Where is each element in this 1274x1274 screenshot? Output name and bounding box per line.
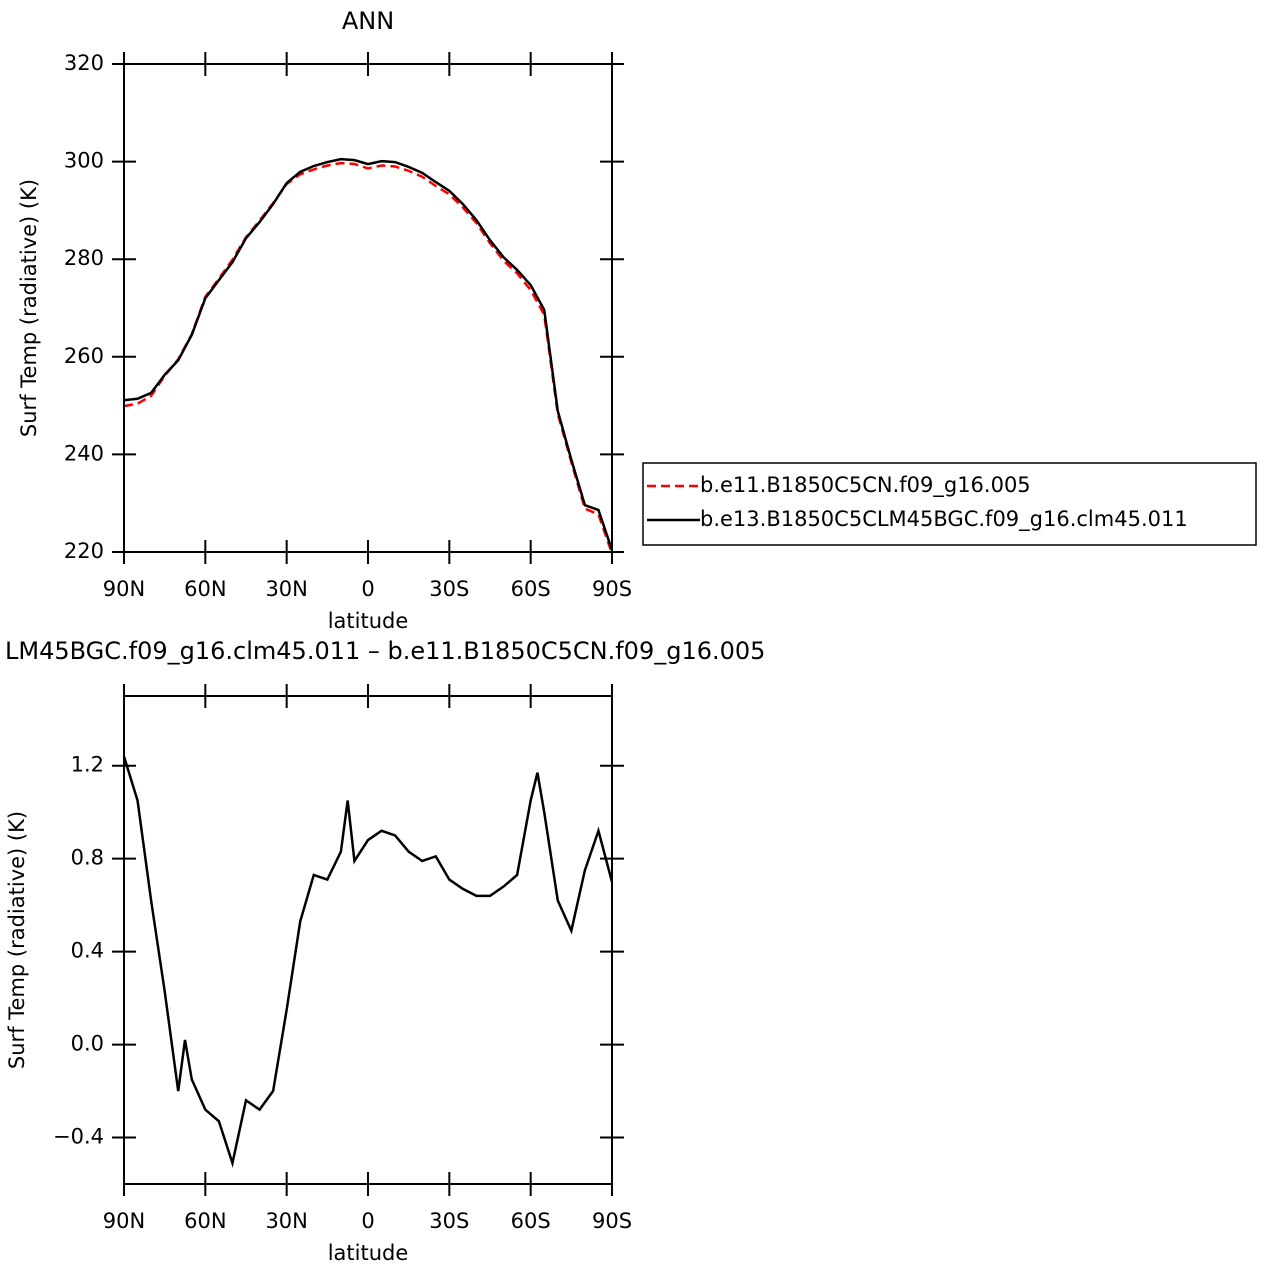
x-tick-label: 60S [511,577,551,601]
x-tick-label: 60N [184,577,226,601]
y-tick-label: 0.8 [71,846,104,870]
y-tick-label: 220 [64,539,104,563]
y-tick-label: 320 [64,51,104,75]
y-axis-label: Surf Temp (radiative) (K) [17,179,41,437]
y-tick-label: 280 [64,246,104,270]
data-line [122,756,614,1168]
legend-label: b.e11.B1850C5CN.f09_g16.005 [700,473,1031,498]
x-tick-label: 0 [361,577,374,601]
chart-title: ANN [342,7,394,35]
y-tick-label: 0.0 [71,1032,104,1056]
x-tick-label: 60N [184,1209,226,1233]
y-tick-label: 300 [64,149,104,173]
legend-label: b.e13.B1850C5CLM45BGC.f09_g16.clm45.011 [700,507,1188,532]
x-tick-label: 30N [265,1209,307,1233]
x-axis-label: latitude [328,609,409,633]
x-tick-label: 90N [103,577,145,601]
y-tick-label: 240 [64,441,104,465]
y-tick-label: −0.4 [53,1125,104,1149]
plot-frame [123,63,613,553]
data-line [123,161,614,554]
x-tick-label: 90S [592,1209,632,1233]
y-axis-label: Surf Temp (radiative) (K) [5,811,29,1069]
y-tick-label: 260 [64,344,104,368]
plot-frame [123,695,613,1185]
x-tick-label: 30S [429,1209,469,1233]
x-axis-label: latitude [328,1241,409,1265]
chart-title: LM45BGC.f09_g16.clm45.011 – b.e11.B1850C… [5,637,765,665]
y-tick-label: 1.2 [71,753,104,777]
x-tick-label: 30S [429,577,469,601]
x-tick-label: 0 [361,1209,374,1233]
x-tick-label: 30N [265,577,307,601]
x-tick-label: 90N [103,1209,145,1233]
legend-box [642,462,1257,546]
y-tick-label: 0.4 [71,939,104,963]
x-tick-label: 60S [511,1209,551,1233]
x-tick-label: 90S [592,577,632,601]
data-line [123,157,614,551]
